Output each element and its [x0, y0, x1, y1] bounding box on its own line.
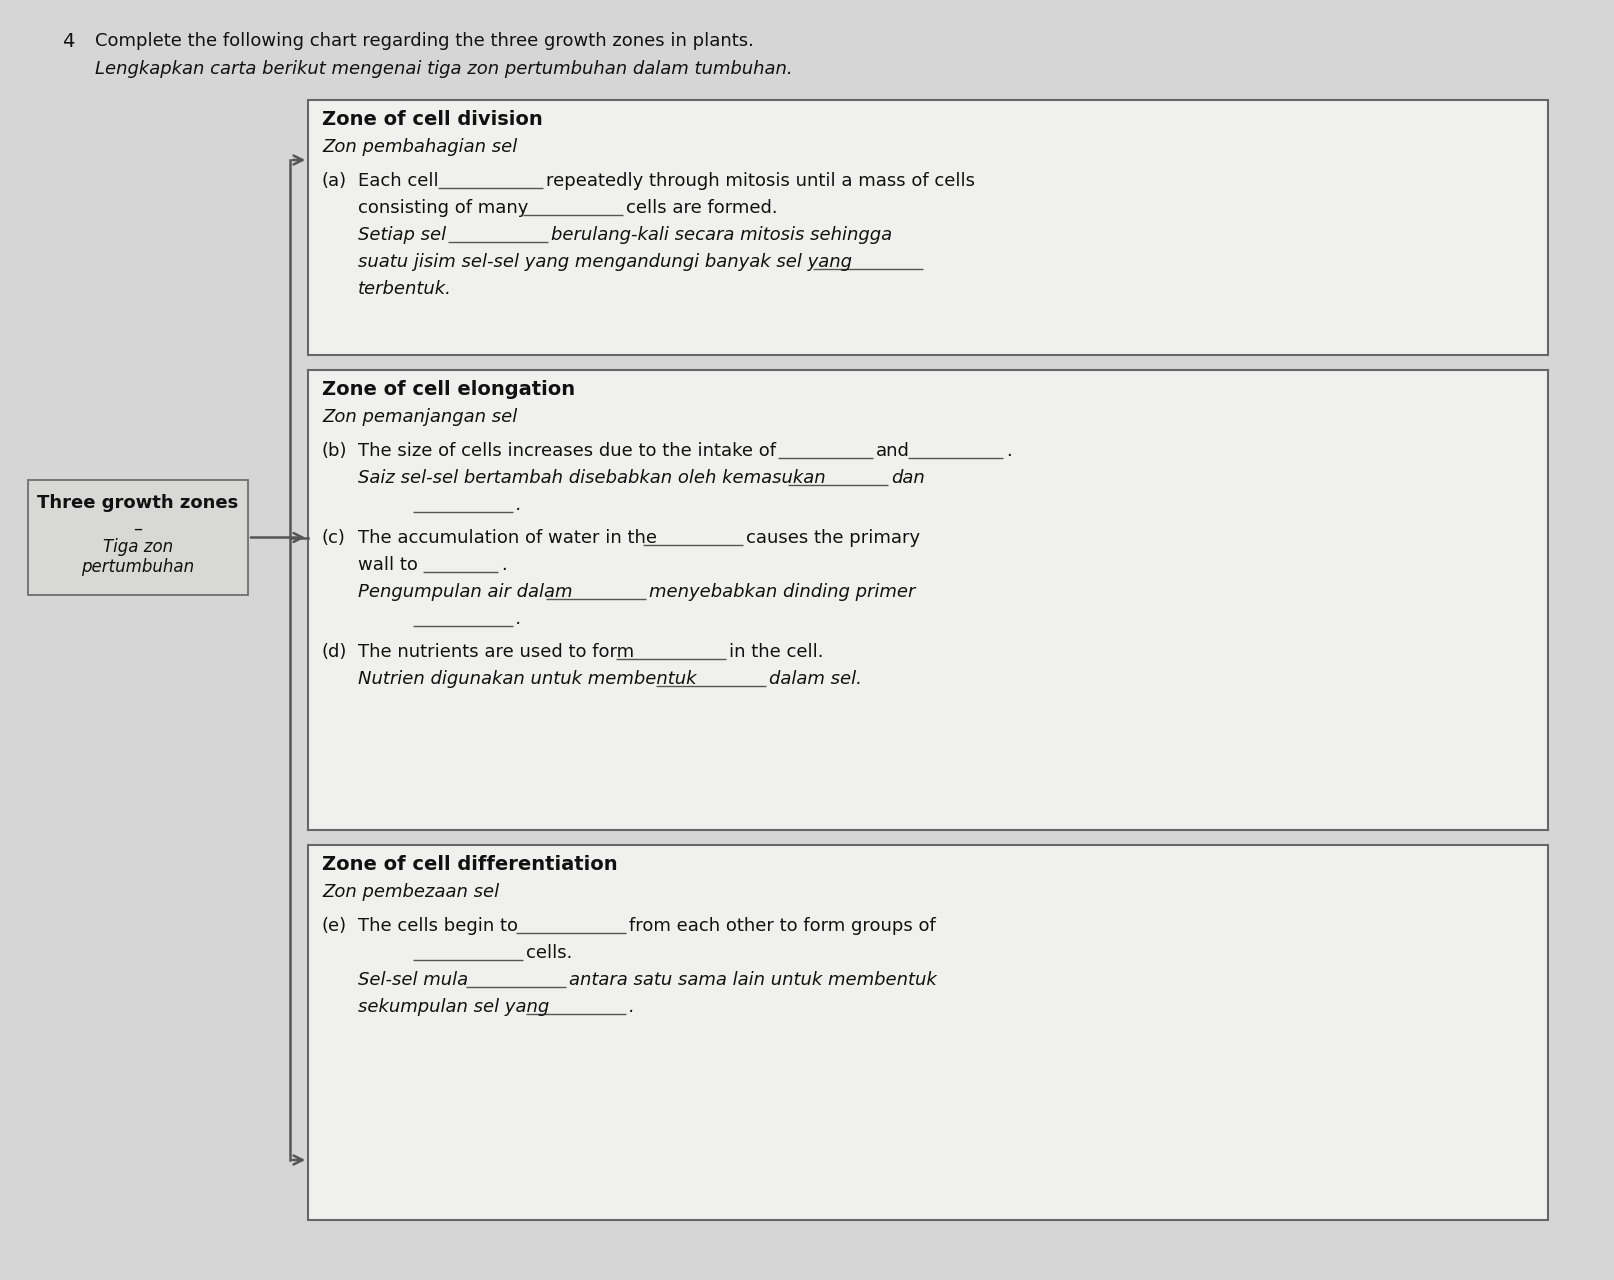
- Text: Zon pembezaan sel: Zon pembezaan sel: [321, 883, 499, 901]
- Text: wall to: wall to: [358, 556, 418, 573]
- Text: Setiap sel: Setiap sel: [358, 227, 445, 244]
- Text: Tiga zon: Tiga zon: [103, 538, 173, 556]
- Text: .: .: [516, 611, 521, 628]
- Text: Pengumpulan air dalam: Pengumpulan air dalam: [358, 582, 571, 602]
- Text: Sel-sel mula: Sel-sel mula: [358, 972, 468, 989]
- Text: Zone of cell differentiation: Zone of cell differentiation: [321, 855, 617, 874]
- Text: terbentuk.: terbentuk.: [358, 280, 452, 298]
- Text: from each other to form groups of: from each other to form groups of: [628, 916, 935, 934]
- Text: Zon pembahagian sel: Zon pembahagian sel: [321, 138, 516, 156]
- Text: consisting of many: consisting of many: [358, 198, 528, 218]
- Text: 4: 4: [61, 32, 74, 51]
- Text: (b): (b): [321, 442, 347, 460]
- Text: (a): (a): [321, 172, 347, 189]
- Text: repeatedly through mitosis until a mass of cells: repeatedly through mitosis until a mass …: [546, 172, 975, 189]
- Text: .: .: [628, 998, 634, 1016]
- Text: menyebabkan dinding primer: menyebabkan dinding primer: [649, 582, 915, 602]
- Text: Zone of cell elongation: Zone of cell elongation: [321, 380, 575, 399]
- Bar: [308, 100, 1548, 355]
- Text: (e): (e): [321, 916, 347, 934]
- Text: cells.: cells.: [526, 945, 571, 963]
- Text: .: .: [1006, 442, 1010, 460]
- Text: Three growth zones: Three growth zones: [37, 494, 239, 512]
- Text: in the cell.: in the cell.: [728, 643, 823, 660]
- Text: Zon pemanjangan sel: Zon pemanjangan sel: [321, 408, 516, 426]
- Text: The nutrients are used to form: The nutrients are used to form: [358, 643, 634, 660]
- Text: dalam sel.: dalam sel.: [768, 669, 862, 689]
- Text: –: –: [134, 520, 142, 538]
- Text: causes the primary: causes the primary: [746, 529, 920, 547]
- Text: and: and: [875, 442, 909, 460]
- Text: Each cell: Each cell: [358, 172, 439, 189]
- Text: .: .: [500, 556, 507, 573]
- Text: The accumulation of water in the: The accumulation of water in the: [358, 529, 657, 547]
- Text: The size of cells increases due to the intake of: The size of cells increases due to the i…: [358, 442, 775, 460]
- Text: dan: dan: [891, 468, 925, 486]
- Text: cells are formed.: cells are formed.: [626, 198, 778, 218]
- Text: antara satu sama lain untuk membentuk: antara satu sama lain untuk membentuk: [568, 972, 936, 989]
- Text: Zone of cell division: Zone of cell division: [321, 110, 542, 129]
- Bar: [27, 480, 249, 595]
- Text: sekumpulan sel yang: sekumpulan sel yang: [358, 998, 549, 1016]
- Text: (c): (c): [321, 529, 345, 547]
- Text: suatu jisim sel-sel yang mengandungi banyak sel yang: suatu jisim sel-sel yang mengandungi ban…: [358, 253, 852, 271]
- Text: Nutrien digunakan untuk membentuk: Nutrien digunakan untuk membentuk: [358, 669, 696, 689]
- Text: Saiz sel-sel bertambah disebabkan oleh kemasukan: Saiz sel-sel bertambah disebabkan oleh k…: [358, 468, 825, 486]
- Text: (d): (d): [321, 643, 347, 660]
- Bar: [308, 845, 1548, 1220]
- Text: berulang-kali secara mitosis sehingga: berulang-kali secara mitosis sehingga: [550, 227, 891, 244]
- Text: The cells begin to: The cells begin to: [358, 916, 518, 934]
- Text: pertumbuhan: pertumbuhan: [81, 558, 194, 576]
- Text: Complete the following chart regarding the three growth zones in plants.: Complete the following chart regarding t…: [95, 32, 754, 50]
- Text: .: .: [516, 497, 521, 515]
- Bar: [308, 370, 1548, 829]
- Text: Lengkapkan carta berikut mengenai tiga zon pertumbuhan dalam tumbuhan.: Lengkapkan carta berikut mengenai tiga z…: [95, 60, 792, 78]
